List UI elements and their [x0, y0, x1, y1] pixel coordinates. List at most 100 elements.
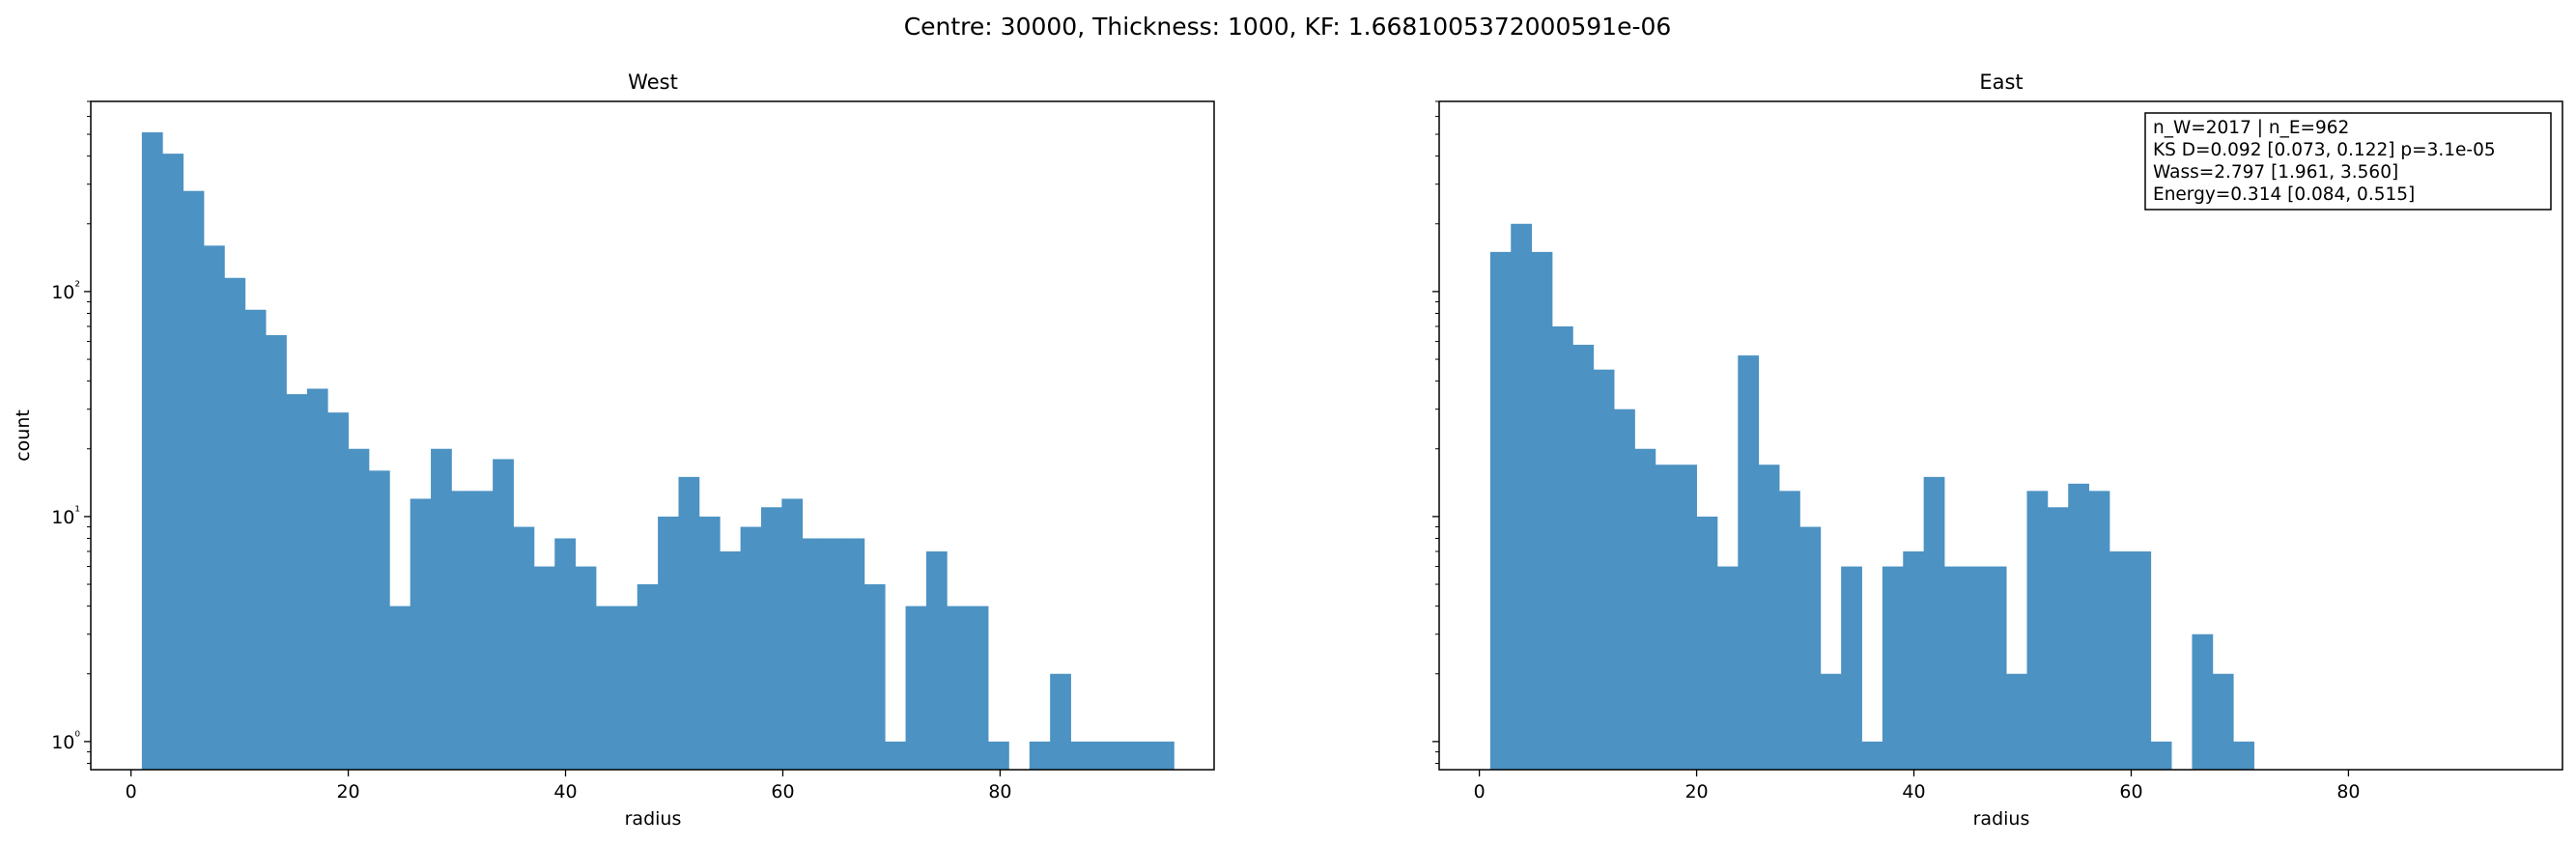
west-bar	[905, 606, 927, 770]
west-x-ticks: 0 20 40 60 80	[126, 770, 1012, 803]
east-x-tick-label: 0	[1474, 781, 1486, 803]
west-bar	[947, 606, 969, 770]
east-bar	[2047, 507, 2069, 770]
west-bars	[141, 132, 1175, 771]
west-bar	[431, 448, 452, 770]
west-x-tick-label: 20	[336, 781, 359, 803]
west-title: West	[628, 70, 678, 94]
west-bar	[698, 516, 721, 770]
west-bar	[306, 388, 328, 770]
west-x-tick-label: 80	[988, 781, 1011, 803]
east-bar	[1923, 476, 1945, 770]
stats-line-counts: n_W=2017 | n_E=962	[2153, 118, 2349, 138]
west-bar	[451, 491, 473, 770]
west-bar	[863, 584, 886, 770]
west-y-tick-label: 10¹	[51, 504, 80, 528]
west-bar	[513, 526, 535, 770]
east-bar	[1716, 566, 1739, 770]
east-bar	[1882, 566, 1904, 770]
east-bar	[1758, 465, 1780, 770]
east-bar	[1572, 345, 1595, 770]
west-bar	[596, 606, 617, 770]
stats-line-ks: KS D=0.092 [0.073, 0.122] p=3.1e-05	[2153, 140, 2496, 160]
east-bar	[2233, 741, 2254, 770]
east-bar	[2088, 491, 2110, 770]
west-bar	[885, 741, 906, 770]
west-bar	[967, 606, 989, 770]
west-bar	[925, 550, 948, 770]
east-x-tick-label: 80	[2336, 781, 2360, 803]
west-bar	[533, 566, 555, 770]
east-bar	[1944, 566, 1966, 770]
west-bar	[266, 335, 287, 770]
east-bar	[1676, 465, 1697, 770]
west-bar	[1029, 741, 1051, 770]
west-bar	[368, 470, 390, 770]
east-bar	[1820, 673, 1842, 770]
east-bar	[1779, 491, 1800, 770]
west-bar	[802, 538, 824, 770]
east-x-ticks: 0 20 40 60 80	[1474, 770, 2361, 803]
east-bar	[1841, 566, 1862, 770]
east-bar	[1511, 223, 1533, 770]
west-bar	[1132, 741, 1154, 770]
east-bar	[1489, 251, 1512, 770]
east-panel: East 0 20 40 60 80 radius n_W=2017 | n_E=962…	[1432, 70, 2563, 830]
west-bar	[183, 190, 205, 770]
west-bar	[781, 498, 804, 770]
east-bar	[1965, 566, 1987, 770]
east-bar	[1985, 566, 2007, 770]
east-x-tick-label: 40	[1902, 781, 1925, 803]
east-bar	[1614, 408, 1635, 770]
west-bar	[410, 498, 432, 770]
west-bar	[1153, 741, 1175, 770]
west-y-tick-label: 10²	[51, 279, 80, 303]
east-bar	[1593, 369, 1615, 770]
stats-annotation-frame	[2144, 112, 2552, 211]
east-bars	[1489, 223, 2254, 770]
west-bar	[493, 459, 514, 770]
east-title: East	[1979, 70, 2023, 94]
east-bar	[2068, 483, 2090, 770]
west-bar	[760, 507, 782, 770]
west-bar	[471, 491, 494, 770]
east-bar	[2150, 741, 2172, 770]
west-bar	[203, 245, 225, 771]
stats-line-energy: Energy=0.314 [0.084, 0.515]	[2153, 184, 2415, 205]
figure-suptitle: Centre: 30000, Thickness: 1000, KF: 1.66…	[904, 13, 1672, 41]
west-bar	[162, 154, 184, 770]
west-bar	[843, 538, 865, 770]
west-y-tick-label: 10⁰	[51, 729, 80, 753]
west-bar	[678, 476, 700, 770]
west-axes-frame	[90, 100, 1215, 771]
west-bar	[637, 584, 659, 770]
east-bar	[2212, 673, 2234, 770]
east-bar	[1738, 355, 1760, 770]
east-x-axis-label: radius	[1973, 808, 2030, 830]
west-bar	[327, 412, 349, 770]
east-bar	[1551, 325, 1573, 770]
west-panel: West 10⁰ 10¹ 10² 0 20 40 60 80 radius count	[13, 70, 1215, 830]
west-bar	[1112, 741, 1134, 770]
west-bar	[1050, 673, 1071, 770]
east-bar	[1799, 526, 1822, 770]
west-bar	[348, 448, 370, 770]
east-x-tick-label: 60	[2119, 781, 2142, 803]
west-bar	[658, 516, 679, 770]
west-bar	[554, 538, 577, 770]
west-x-tick-label: 60	[771, 781, 794, 803]
west-y-axis-label: count	[13, 409, 34, 462]
east-bar	[2109, 550, 2131, 770]
east-bar	[1696, 516, 1718, 770]
west-bar	[616, 606, 638, 770]
west-bar	[389, 606, 411, 770]
west-x-tick-label: 40	[553, 781, 577, 803]
stats-annotation-box: n_W=2017 | n_E=962 KS D=0.092 [0.073, 0.…	[2144, 112, 2552, 211]
east-bar	[2026, 491, 2049, 770]
east-x-tick-label: 20	[1684, 781, 1708, 803]
stats-line-wass: Wass=2.797 [1.961, 3.560]	[2153, 162, 2398, 183]
west-y-ticks: 10⁰ 10¹ 10²	[51, 100, 91, 764]
east-axes-frame	[1438, 100, 2563, 771]
west-x-axis-label: radius	[625, 808, 682, 830]
west-bar	[575, 566, 597, 770]
